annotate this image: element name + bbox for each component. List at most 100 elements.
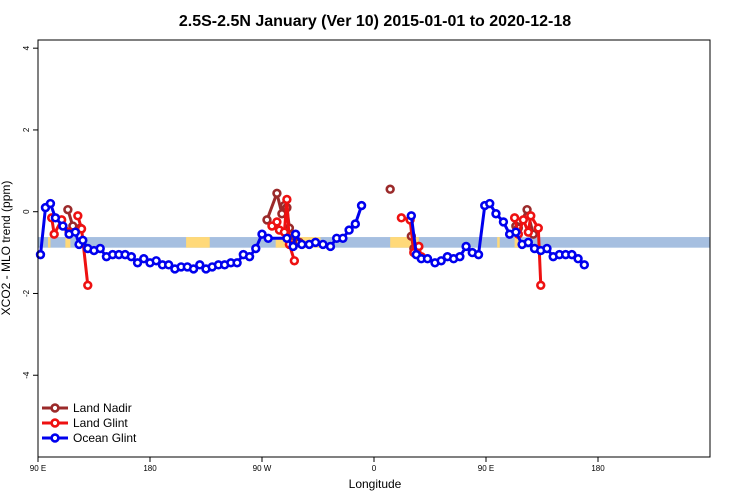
data-point-land-glint: [526, 211, 536, 221]
data-point-ocean-glint: [567, 249, 577, 260]
data-point-ocean-glint: [151, 256, 161, 266]
data-point-ocean-glint: [282, 233, 292, 243]
data-point-ocean-glint: [35, 249, 46, 260]
data-point-land-glint: [83, 280, 93, 290]
data-point-land-glint: [533, 223, 543, 233]
data-point-ocean-glint: [422, 254, 433, 264]
data-point-land-nadir: [385, 184, 395, 194]
x-tick-label: 90 E: [30, 464, 46, 473]
data-point-ocean-glint: [344, 225, 354, 235]
legend-label-land-nadir: Land Nadir: [73, 401, 132, 415]
y-tick-label: 0: [22, 209, 31, 214]
data-point-ocean-glint: [511, 227, 521, 237]
data-point-ocean-glint: [310, 237, 321, 248]
data-point-land-glint: [523, 227, 534, 237]
legend-label-ocean-glint: Ocean Glint: [73, 431, 137, 445]
land-band-segment: [390, 237, 419, 248]
data-point-land-glint: [509, 213, 520, 223]
y-axis-label: XCO2 - MLO trend (ppm): [0, 181, 13, 316]
x-axis-label: Longitude: [349, 477, 402, 491]
legend-marker-land-nadir: [50, 403, 60, 413]
data-point-ocean-glint: [232, 258, 242, 268]
data-point-ocean-glint: [338, 233, 348, 243]
y-axis: -4 -2 0 2 4: [22, 45, 38, 379]
x-tick-label: 0: [372, 464, 377, 473]
data-point-ocean-glint: [491, 209, 501, 219]
data-point-ocean-glint: [498, 217, 509, 227]
data-point-ocean-glint: [263, 233, 273, 243]
ocean-band: [38, 237, 710, 248]
series-ocean-glint: [35, 198, 590, 274]
data-point-land-nadir: [272, 188, 282, 199]
data-point-ocean-glint: [50, 213, 61, 223]
data-point-land-glint: [536, 280, 546, 290]
legend-item-land-glint: Land Glint: [42, 416, 128, 430]
y-tick-label: -4: [22, 371, 31, 379]
data-point-land-nadir: [63, 204, 73, 215]
data-point-ocean-glint: [70, 227, 81, 237]
data-point-ocean-glint: [126, 251, 137, 262]
data-point-ocean-glint: [251, 243, 261, 254]
data-point-ocean-glint: [45, 198, 56, 209]
legend-marker-ocean-glint: [50, 433, 60, 443]
data-point-ocean-glint: [325, 241, 336, 252]
legend-item-ocean-glint: Ocean Glint: [42, 431, 137, 445]
y-tick-label: 2: [22, 127, 31, 132]
data-point-land-glint: [282, 194, 292, 205]
data-point-ocean-glint: [244, 251, 255, 262]
y-tick-label: 4: [22, 45, 31, 50]
plot-frame: [37, 39, 711, 458]
land-band-segment: [65, 237, 71, 248]
data-point-land-glint: [396, 213, 407, 223]
x-tick-label: 180: [591, 464, 605, 473]
data-point-ocean-glint: [78, 235, 88, 246]
x-tick-label: 90 E: [478, 464, 494, 473]
data-point-ocean-glint: [485, 198, 495, 209]
series-line-ocean-glint: [39, 202, 364, 271]
land-ocean-band: [38, 237, 710, 248]
data-point-ocean-glint: [350, 219, 361, 229]
data-point-ocean-glint: [188, 264, 199, 274]
data-point-ocean-glint: [195, 260, 205, 270]
data-point-ocean-glint: [523, 237, 534, 248]
data-point-ocean-glint: [290, 229, 301, 239]
data-point-ocean-glint: [473, 249, 484, 260]
data-point-ocean-glint: [132, 258, 143, 268]
land-band-segment: [514, 237, 520, 248]
land-band-segment: [497, 237, 500, 248]
data-point-ocean-glint: [406, 211, 417, 221]
x-tick-label: 90 W: [253, 464, 272, 473]
x-axis: 90 E 180 90 W 0 90 E 180: [30, 457, 605, 473]
data-point-land-glint: [272, 217, 282, 227]
data-point-ocean-glint: [455, 251, 465, 262]
legend-marker-land-glint: [50, 418, 60, 428]
data-point-ocean-glint: [461, 241, 471, 252]
data-point-land-glint: [289, 256, 300, 266]
data-point-ocean-glint: [297, 239, 307, 250]
data-point-ocean-glint: [542, 243, 552, 254]
data-point-ocean-glint: [318, 239, 328, 250]
series-layer: [35, 184, 590, 290]
land-band-segment: [186, 237, 210, 248]
data-point-ocean-glint: [436, 256, 446, 266]
y-tick-label: -2: [22, 289, 31, 297]
data-point-ocean-glint: [58, 221, 68, 231]
chart-title: 2.5S-2.5N January (Ver 10) 2015-01-01 to…: [179, 13, 571, 30]
data-point-land-glint: [73, 211, 83, 221]
x-tick-label: 180: [143, 464, 157, 473]
data-point-ocean-glint: [139, 254, 149, 264]
data-point-ocean-glint: [257, 229, 267, 239]
data-point-ocean-glint: [579, 260, 590, 270]
data-point-ocean-glint: [288, 241, 298, 252]
legend-label-land-glint: Land Glint: [73, 416, 128, 430]
land-band-segment: [47, 237, 51, 248]
legend-item-land-nadir: Land Nadir: [42, 401, 132, 415]
data-point-land-nadir: [262, 215, 272, 225]
data-point-ocean-glint: [95, 243, 105, 254]
data-point-ocean-glint: [573, 254, 583, 264]
data-point-ocean-glint: [163, 260, 174, 270]
data-point-ocean-glint: [356, 200, 367, 211]
data-point-land-glint: [518, 215, 529, 225]
